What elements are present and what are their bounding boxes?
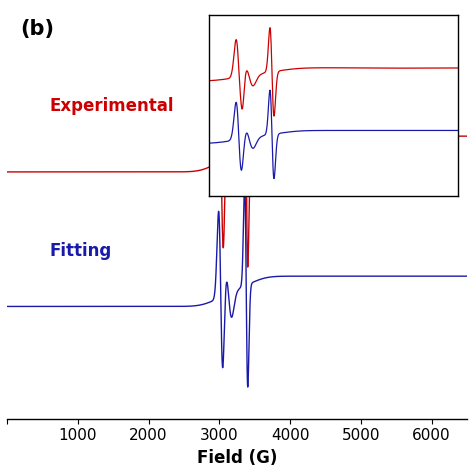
X-axis label: Field (G): Field (G) [197, 449, 277, 467]
Text: Experimental: Experimental [49, 97, 174, 115]
Text: Fitting: Fitting [49, 242, 112, 260]
Text: (b): (b) [21, 19, 55, 39]
